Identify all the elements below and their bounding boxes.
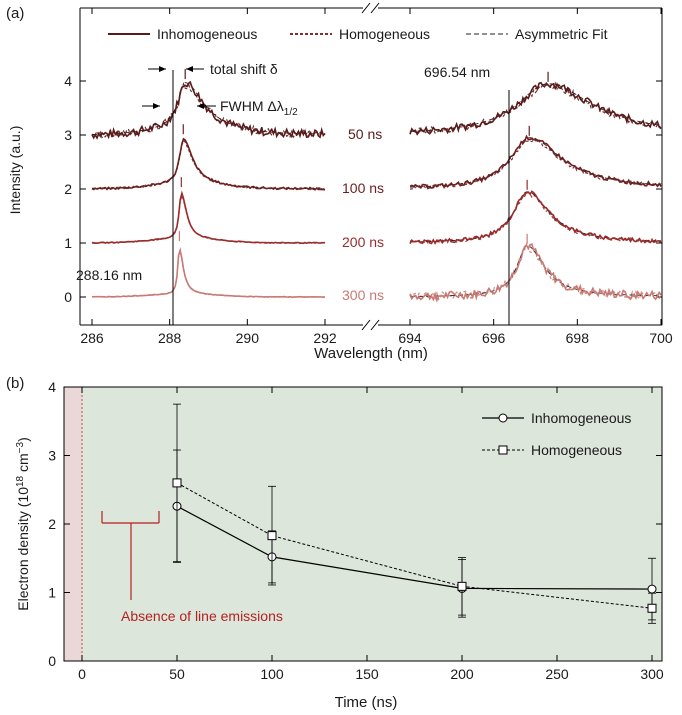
data-point-circle [647,584,657,594]
b-ytick-label: 3 [48,448,56,464]
b-xtick-label: 300 [640,666,664,682]
fit-spectrum-50-ns-right [410,83,662,132]
inhomogeneous-spectrum-200-ns-left [91,190,326,245]
a-xtick-label: 694 [398,330,422,346]
panel-b-ylabel: Electron density (1018 cm−3) [15,437,31,611]
b-xtick-label: 0 [78,666,86,682]
series-line-inhomogeneous [176,505,653,590]
axis-break-top [361,2,380,14]
inhomogeneous-spectrum-200-ns-right [409,190,662,245]
panel-a-ticks: 0 1 2 3 4 286 288 290 292 694 696 698 700 [64,8,673,346]
panel-b-series [172,403,657,624]
panel-a-curves [91,69,662,303]
fit-spectrum-100-ns-left [92,138,325,190]
inhomogeneous-spectrum-100-ns-right [409,134,662,190]
time-label-200: 200 ns [342,234,384,250]
legend-homogeneous: Homogeneous [339,26,430,42]
inhomogeneous-spectrum-300-ns-right [409,243,662,303]
homogeneous-spectrum-200-ns-right [409,191,662,245]
a-xtick-label: 696 [482,330,506,346]
axis-break-bottom [361,319,380,331]
homogeneous-spectrum-200-ns-left [92,193,326,244]
a-xtick-label: 698 [566,330,590,346]
line-label-288: 288.16 nm [76,267,142,283]
data-point-square [647,603,657,613]
absence-label: Absence of line emissions [121,608,283,624]
a-xtick-label: 700 [649,330,673,346]
panel-a-label: (a) [6,5,24,22]
legend-inhomogeneous: Inhomogeneous [157,26,257,42]
data-point-square [457,581,467,591]
a-ytick-label: 1 [64,235,72,251]
series-line-homogeneous [176,482,653,609]
b-ytick-label: 2 [48,516,56,532]
inhomogeneous-spectrum-50-ns-left [91,80,326,140]
b-xtick-label: 200 [450,666,474,682]
legend-b-inhomogeneous: Inhomogeneous [531,410,631,426]
panel-a-legend: Inhomogeneous Homogeneous Asymmetric Fit [108,26,608,42]
legend-asymmetric-fit: Asymmetric Fit [515,26,608,42]
b-xtick-label: 50 [169,666,185,682]
a-ytick-label: 0 [64,289,72,305]
time-label-300: 300 ns [342,287,384,303]
line-label-696: 696.54 nm [424,64,490,80]
b-ytick-label: 0 [48,653,56,669]
panel-b-ticks: 0 1 2 3 4 0 50 100 150 200 250 300 [48,379,664,682]
b-xtick-label: 250 [545,666,569,682]
panel-a-ylabel: Intensity (a.u.) [7,126,23,215]
data-point-square [172,478,182,488]
fwhm-label: FWHM Δλ1/2 [220,98,298,118]
homogeneous-spectrum-50-ns-right [409,81,662,135]
a-ytick-label: 2 [64,181,72,197]
homogeneous-spectrum-100-ns-left [91,139,326,191]
measurement-region [82,387,662,661]
b-ytick-label: 1 [48,585,56,601]
absence-bracket [101,511,160,600]
a-ytick-label: 4 [64,73,72,89]
b-xtick-label: 100 [260,666,284,682]
b-ytick-label: 4 [48,379,56,395]
fit-spectrum-300-ns-right [410,245,662,297]
legend-b-homogeneous: Homogeneous [531,442,622,458]
time-label-100: 100 ns [342,180,384,196]
fit-spectrum-200-ns-left [91,192,325,244]
a-xtick-label: 292 [313,330,337,346]
inhomogeneous-spectrum-300-ns-left [91,247,326,299]
a-ytick-label: 3 [64,127,72,143]
panel-b-label: (b) [6,375,24,392]
a-xtick-label: 288 [158,330,182,346]
panel-a-xlabel: Wavelength (nm) [314,345,428,362]
fwhm-annotation: FWHM Δλ1/2 [142,98,298,118]
inhomogeneous-spectrum-100-ns-left [91,137,326,191]
panel-b-xlabel: Time (ns) [335,694,398,711]
total-shift-annotation: total shift δ [148,61,278,77]
data-point-square [267,531,277,541]
a-xtick-label: 286 [80,330,104,346]
panel-b-legend: Inhomogeneous Homogeneous [482,410,631,458]
a-xtick-label: 290 [236,330,260,346]
b-xtick-label: 150 [355,666,379,682]
fit-spectrum-200-ns-right [409,191,662,243]
total-shift-label: total shift δ [210,61,278,77]
inhomogeneous-spectrum-50-ns-right [409,81,662,136]
time-label-50: 50 ns [348,126,382,142]
panel-a-frame [79,7,663,326]
